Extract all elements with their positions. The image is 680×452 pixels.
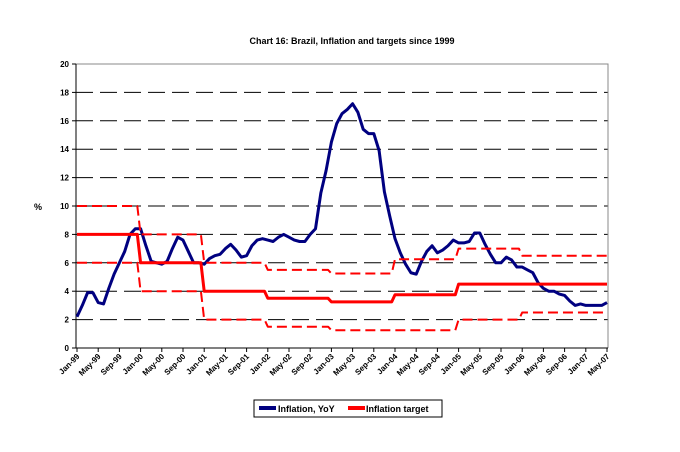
x-tick-label: Sep-01 xyxy=(226,352,251,377)
y-tick-label: 4 xyxy=(65,287,70,296)
x-tick-label: Sep-99 xyxy=(99,352,124,377)
x-tick-label: May-02 xyxy=(268,352,294,378)
y-axis-label: % xyxy=(34,202,42,212)
inflation-target-line xyxy=(77,234,607,301)
x-tick-label: May-99 xyxy=(77,352,103,378)
legend-label-target: Inflation target xyxy=(366,404,429,414)
legend: Inflation, YoY Inflation target xyxy=(254,400,442,417)
x-tick-label: May-03 xyxy=(331,352,357,378)
x-tick-label: May-06 xyxy=(522,352,548,378)
x-tick-label: Sep-00 xyxy=(162,352,187,377)
x-tick-label: May-00 xyxy=(141,352,167,378)
x-tick-label: May-01 xyxy=(204,352,230,378)
x-tick-label: May-05 xyxy=(459,352,485,378)
y-tick-label: 10 xyxy=(60,202,69,211)
y-tick-label: 6 xyxy=(65,259,70,268)
y-tick-label: 16 xyxy=(60,117,69,126)
x-tick-label: Sep-06 xyxy=(544,352,569,377)
y-tick-label: 18 xyxy=(60,88,69,97)
y-tick-label: 12 xyxy=(60,174,69,183)
y-tick-label: 20 xyxy=(60,60,69,69)
x-tick-label: May-04 xyxy=(395,352,421,378)
legend-label-inflation: Inflation, YoY xyxy=(278,404,335,414)
x-tick-label: Sep-03 xyxy=(353,352,378,377)
y-tick-label: 14 xyxy=(60,145,69,154)
x-tick-label: Sep-04 xyxy=(417,352,442,377)
chart-title: Chart 16: Brazil, Inflation and targets … xyxy=(249,36,454,46)
y-tick-label: 0 xyxy=(65,344,70,353)
y-tick-label: 8 xyxy=(65,230,70,239)
y-tick-label: 2 xyxy=(65,316,70,325)
x-tick-label: Sep-05 xyxy=(480,352,505,377)
x-tick-label: Sep-02 xyxy=(290,352,315,377)
x-tick-label: May-07 xyxy=(586,352,612,378)
